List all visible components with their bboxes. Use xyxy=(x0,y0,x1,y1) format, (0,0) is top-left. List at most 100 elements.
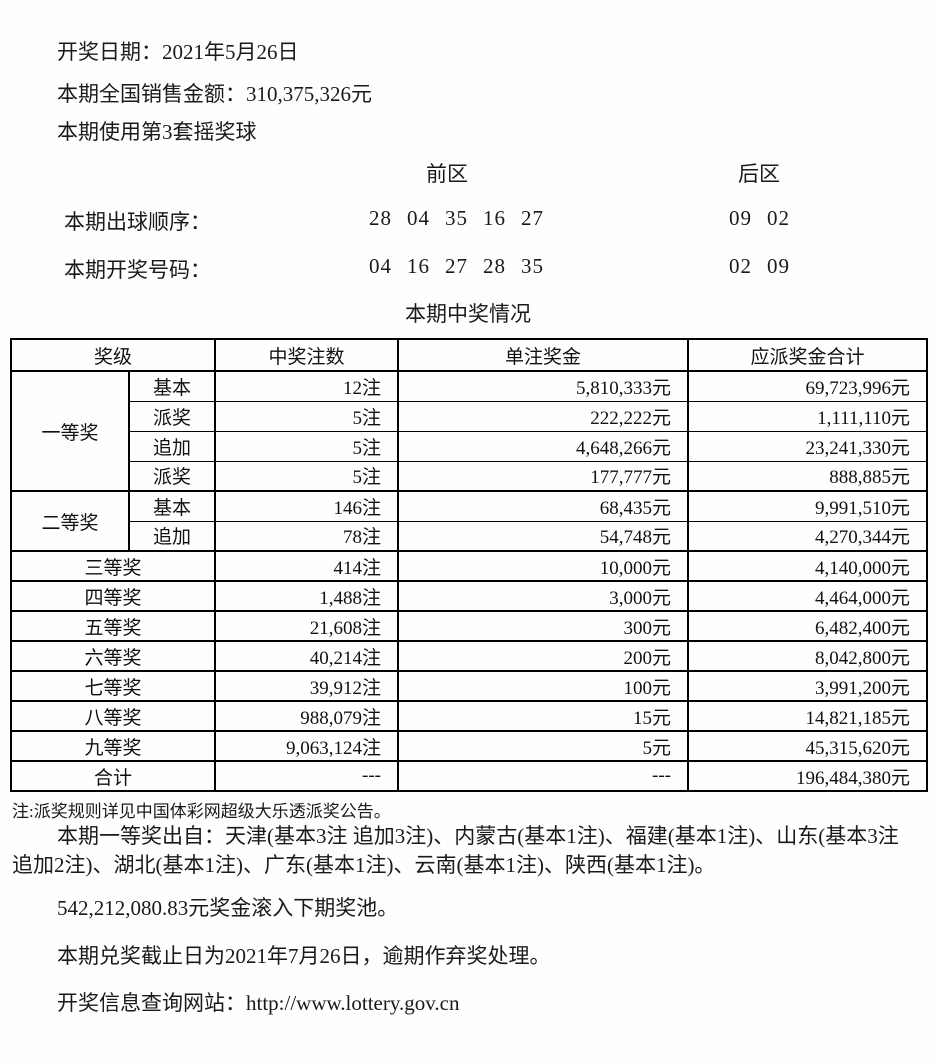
table-row: 七等奖 39,912注 100元 3,991,200元 xyxy=(9,670,929,701)
table-row: 追加 78注 54,748元 4,270,344元 xyxy=(11,520,929,551)
prize-level-cell: 九等奖 xyxy=(9,730,217,761)
prize-level-cell: 四等奖 xyxy=(9,580,217,611)
ball-number: 35 xyxy=(521,254,544,278)
total-prize-cell: 888,885元 xyxy=(687,460,929,491)
single-prize-cell: 222,222元 xyxy=(397,400,690,431)
count-cell: 39,912注 xyxy=(214,670,400,701)
ball-number: 16 xyxy=(407,254,430,278)
prize-level-cell: 八等奖 xyxy=(9,700,217,731)
table-row: 追加 5注 4,648,266元 23,241,330元 xyxy=(11,430,929,461)
count-cell: 5注 xyxy=(214,430,400,461)
header-prize-level: 奖级 xyxy=(9,338,217,371)
count-cell: 40,214注 xyxy=(214,640,400,671)
single-prize-cell: --- xyxy=(397,760,690,791)
redeem-deadline-line: 本期兑奖截止日为2021年7月26日，逾期作弃奖处理。 xyxy=(57,944,551,968)
ball-number: 09 xyxy=(767,254,790,278)
lottery-website-line: 开奖信息查询网站：http://www.lottery.gov.cn xyxy=(57,991,460,1015)
prize-type-cell: 追加 xyxy=(127,520,217,551)
single-prize-cell: 5元 xyxy=(397,730,690,761)
prize-level-cell: 五等奖 xyxy=(9,610,217,641)
ball-number: 04 xyxy=(407,206,430,230)
count-cell: 5注 xyxy=(214,400,400,431)
single-prize-cell: 10,000元 xyxy=(397,550,690,581)
total-prize-cell: 4,464,000元 xyxy=(687,580,929,611)
single-prize-cell: 300元 xyxy=(397,610,690,641)
ball-number: 27 xyxy=(445,254,468,278)
prize-type-cell: 派奖 xyxy=(127,400,217,431)
total-prize-cell: 9,991,510元 xyxy=(687,490,929,521)
table-row: 八等奖 988,079注 15元 14,821,185元 xyxy=(9,700,929,731)
ball-number: 35 xyxy=(445,206,468,230)
ball-number: 28 xyxy=(369,206,392,230)
prize-level-cell: 二等奖 xyxy=(10,490,130,551)
prize-type-cell: 基本 xyxy=(127,370,217,401)
total-prize-cell: 196,484,380元 xyxy=(687,760,929,791)
total-prize-cell: 3,991,200元 xyxy=(687,670,929,701)
table-total-row: 合计 --- --- 196,484,380元 xyxy=(9,760,929,791)
header-total-prize: 应派奖金合计 xyxy=(687,338,929,371)
single-prize-cell: 54,748元 xyxy=(397,520,690,551)
single-prize-cell: 200元 xyxy=(397,640,690,671)
single-prize-cell: 5,810,333元 xyxy=(397,370,690,401)
table-row: 四等奖 1,488注 3,000元 4,464,000元 xyxy=(9,580,929,611)
count-cell: 1,488注 xyxy=(214,580,400,611)
prize-level-cell: 一等奖 xyxy=(10,370,130,491)
prize-table-title: 本期中奖情况 xyxy=(405,302,531,326)
total-prize-cell: 45,315,620元 xyxy=(687,730,929,761)
front-zone-label: 前区 xyxy=(426,162,468,186)
draw-date-line: 开奖日期：2021年5月26日 xyxy=(57,40,299,64)
prize-table: 奖级 中奖注数 单注奖金 应派奖金合计 一等奖 基本 12注 5,810,333… xyxy=(9,338,929,792)
count-cell: 988,079注 xyxy=(214,700,400,731)
rollover-line: 542,212,080.83元奖金滚入下期奖池。 xyxy=(57,896,399,920)
count-cell: 9,063,124注 xyxy=(214,730,400,761)
winning-back-numbers: 02 09 xyxy=(729,254,790,279)
ball-number: 09 xyxy=(729,206,752,230)
header-single-prize: 单注奖金 xyxy=(397,338,690,371)
prize-type-cell: 派奖 xyxy=(127,460,217,491)
ball-number: 02 xyxy=(729,254,752,278)
ball-order-back-numbers: 09 02 xyxy=(729,206,790,231)
ball-number: 02 xyxy=(767,206,790,230)
total-prize-cell: 4,140,000元 xyxy=(687,550,929,581)
ball-number: 28 xyxy=(483,254,506,278)
ball-order-label: 本期出球顺序： xyxy=(64,210,211,234)
prize-level-cell: 七等奖 xyxy=(9,670,217,701)
count-cell: 414注 xyxy=(214,550,400,581)
total-prize-cell: 23,241,330元 xyxy=(687,430,929,461)
total-prize-cell: 8,042,800元 xyxy=(687,640,929,671)
table-row: 二等奖 基本 146注 68,435元 9,991,510元 xyxy=(10,490,929,551)
total-prize-cell: 4,270,344元 xyxy=(687,520,929,551)
count-cell: 146注 xyxy=(214,490,400,521)
total-prize-cell: 14,821,185元 xyxy=(687,700,929,731)
table-row: 六等奖 40,214注 200元 8,042,800元 xyxy=(9,640,929,671)
ball-number: 16 xyxy=(483,206,506,230)
count-cell: 12注 xyxy=(214,370,400,401)
count-cell: --- xyxy=(214,760,400,791)
single-prize-cell: 4,648,266元 xyxy=(397,430,690,461)
prize-level-cell: 三等奖 xyxy=(9,550,217,581)
single-prize-cell: 100元 xyxy=(397,670,690,701)
prize-type-cell: 基本 xyxy=(127,490,217,521)
total-prize-cell: 6,482,400元 xyxy=(687,610,929,641)
table-row: 派奖 5注 222,222元 1,111,110元 xyxy=(11,400,929,431)
table-row: 一等奖 基本 12注 5,810,333元 69,723,996元 xyxy=(10,370,929,491)
count-cell: 21,608注 xyxy=(214,610,400,641)
first-prize-winners-paragraph: 本期一等奖出自：天津(基本3注 追加3注)、内蒙古(基本1注)、福建(基本1注)… xyxy=(12,824,899,877)
sales-amount-line: 本期全国销售金额：310,375,326元 xyxy=(57,82,372,106)
table-row: 派奖 5注 177,777元 888,885元 xyxy=(11,460,929,491)
ball-number: 04 xyxy=(369,254,392,278)
prize-type-cell: 追加 xyxy=(127,430,217,461)
single-prize-cell: 177,777元 xyxy=(397,460,690,491)
single-prize-cell: 15元 xyxy=(397,700,690,731)
prize-level-cell: 六等奖 xyxy=(9,640,217,671)
header-count: 中奖注数 xyxy=(214,338,400,371)
back-zone-label: 后区 xyxy=(738,162,780,186)
table-row: 五等奖 21,608注 300元 6,482,400元 xyxy=(9,610,929,641)
winning-front-numbers: 04 16 27 28 35 xyxy=(369,254,544,279)
ball-order-front-numbers: 28 04 35 16 27 xyxy=(369,206,544,231)
payout-rule-note: 注:派奖规则详见中国体彩网超级大乐透派奖公告。 xyxy=(12,802,391,821)
count-cell: 5注 xyxy=(214,460,400,491)
winning-numbers-label: 本期开奖号码： xyxy=(64,258,211,282)
total-prize-cell: 69,723,996元 xyxy=(687,370,929,401)
